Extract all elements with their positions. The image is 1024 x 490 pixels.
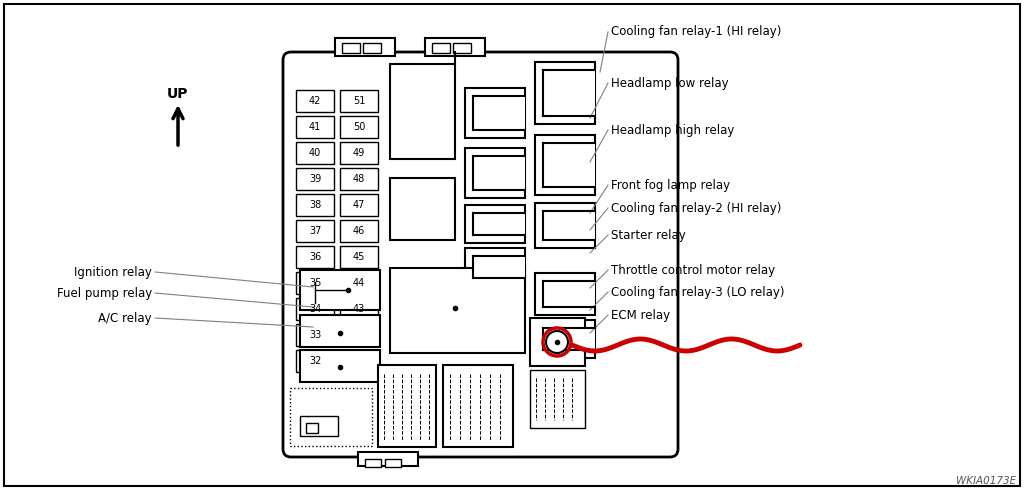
Text: 46: 46 [353,226,366,236]
Bar [300,350,380,382]
Bar [543,328,595,350]
Bar [296,272,334,294]
Bar [425,38,485,56]
Bar [340,142,378,164]
Text: 37: 37 [309,226,322,236]
Bar [535,320,595,358]
Bar [465,148,525,198]
Text: Cooling fan relay-2 (HI relay): Cooling fan relay-2 (HI relay) [611,201,781,215]
Bar [473,256,525,278]
Bar [543,281,595,307]
Text: 48: 48 [353,174,366,184]
Bar [340,298,378,320]
Text: Cooling fan relay-3 (LO relay): Cooling fan relay-3 (LO relay) [611,286,784,298]
FancyBboxPatch shape [283,52,678,457]
Text: 47: 47 [353,200,366,210]
Text: 38: 38 [309,200,322,210]
Text: 34: 34 [309,304,322,314]
Bar [530,370,585,428]
Bar [543,143,595,187]
Text: Fuel pump relay: Fuel pump relay [56,287,152,299]
Bar [378,365,436,447]
Text: 36: 36 [309,252,322,262]
Bar [473,156,525,190]
Text: 50: 50 [353,122,366,132]
Bar [296,298,334,320]
Text: 32: 32 [309,356,322,366]
Text: ECM relay: ECM relay [611,309,670,321]
Bar [296,220,334,242]
Text: 42: 42 [309,96,322,106]
Text: Ignition relay: Ignition relay [74,266,152,278]
Bar [296,350,334,372]
Bar [340,272,378,294]
Bar [535,135,595,195]
Bar [535,203,595,248]
Bar [443,365,513,447]
Bar [390,268,525,353]
Bar [340,168,378,190]
Text: 43: 43 [353,304,366,314]
Text: 39: 39 [309,174,322,184]
Bar [290,388,372,446]
Bar [296,142,334,164]
Bar [465,248,525,286]
Bar [465,205,525,243]
Bar [473,213,525,235]
Bar [296,168,334,190]
Text: Cooling fan relay-1 (HI relay): Cooling fan relay-1 (HI relay) [611,25,781,39]
Bar [535,273,595,315]
Bar [340,194,378,216]
Bar [342,43,360,53]
Bar [465,88,525,138]
Text: 41: 41 [309,122,322,132]
Bar [473,96,525,130]
Bar [365,459,381,467]
Bar [296,116,334,138]
Bar [340,246,378,268]
Text: 33: 33 [309,330,322,340]
Circle shape [546,331,568,353]
Text: 35: 35 [309,278,322,288]
Text: Front fog lamp relay: Front fog lamp relay [611,178,730,192]
Text: Starter relay: Starter relay [611,228,686,242]
Bar [543,211,595,240]
Bar [300,270,380,310]
Bar [432,43,450,53]
Text: Throttle control motor relay: Throttle control motor relay [611,264,775,276]
Text: 40: 40 [309,148,322,158]
Bar [300,416,338,436]
Text: UP: UP [167,87,188,101]
Bar [390,178,455,240]
Text: 49: 49 [353,148,366,158]
Bar [340,90,378,112]
Text: Headlamp low relay: Headlamp low relay [611,76,729,90]
Bar [335,38,395,56]
Bar [530,318,585,366]
Bar [296,324,334,346]
Text: WKIA0173E: WKIA0173E [955,476,1016,486]
Bar [390,64,455,159]
Bar [296,246,334,268]
Bar [296,194,334,216]
Bar [453,43,471,53]
Text: 44: 44 [353,278,366,288]
Bar [385,459,401,467]
Bar [362,43,381,53]
Bar [358,452,418,466]
Bar [340,220,378,242]
Bar [300,315,380,347]
Bar [296,90,334,112]
Text: A/C relay: A/C relay [98,312,152,324]
Text: 45: 45 [353,252,366,262]
Text: 51: 51 [353,96,366,106]
Bar [306,423,318,433]
Bar [543,70,595,116]
Bar [340,116,378,138]
Text: Headlamp high relay: Headlamp high relay [611,123,734,137]
Bar [535,62,595,124]
